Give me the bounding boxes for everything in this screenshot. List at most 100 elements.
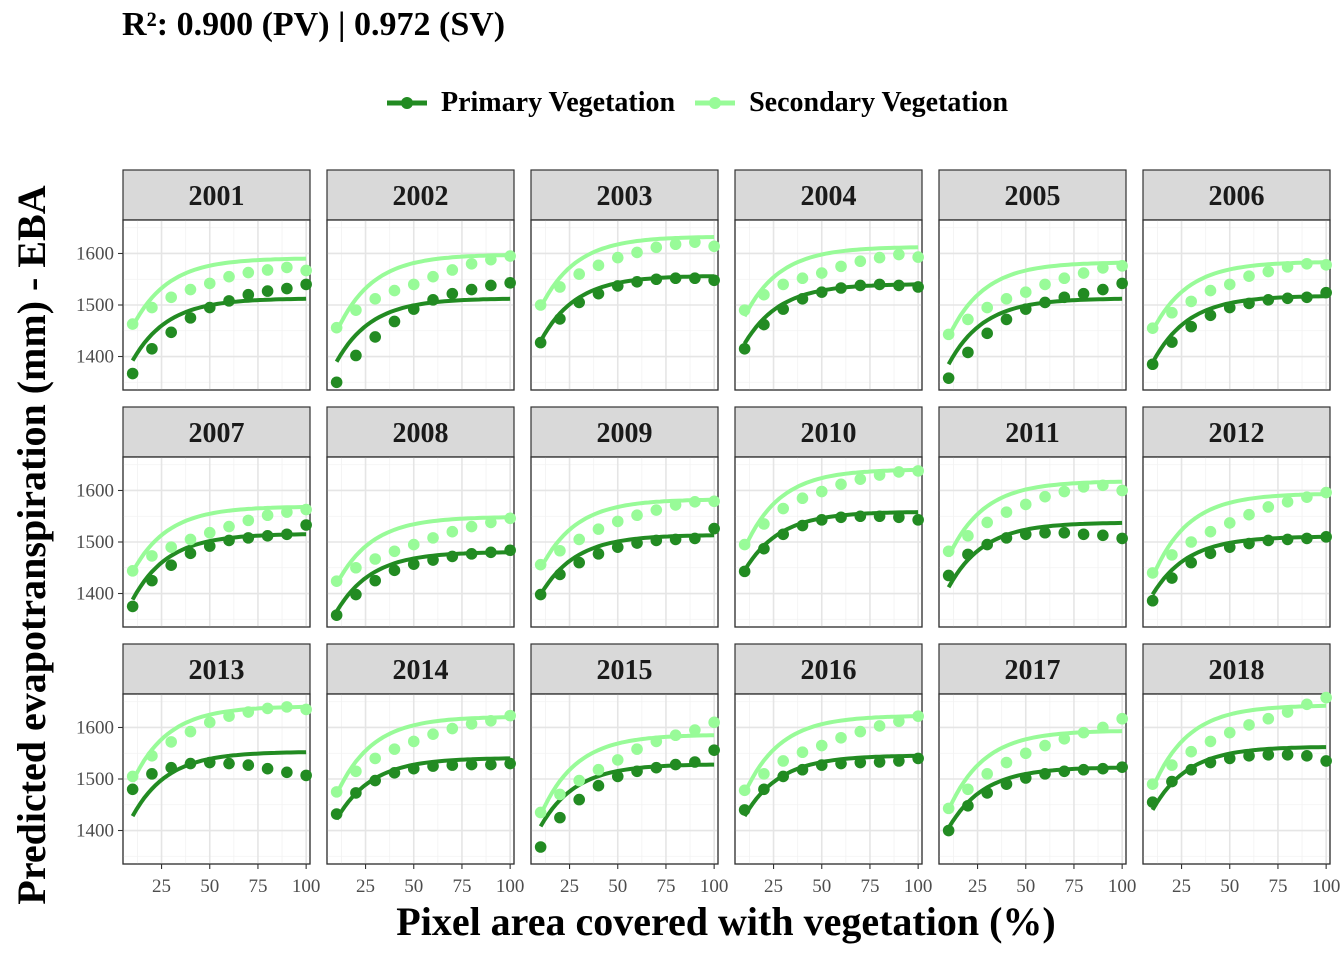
point-primary-2014 [446,759,459,771]
fit-line-primary-2016 [742,753,919,818]
x-tick-label: 50 [608,876,627,897]
point-secondary-2005 [962,313,974,326]
y-tick-label: 1500 [76,295,114,316]
point-primary-2005 [942,372,955,384]
point-primary-2013 [146,768,158,780]
fit-line-secondary-2005 [946,260,1123,338]
chart-title: R²: 0.900 (PV) | 0.972 (SV) [122,6,506,43]
point-secondary-2004 [893,248,905,261]
x-tick-label: 50 [812,876,831,897]
point-secondary-2011 [1019,498,1032,511]
point-primary-2011 [1097,529,1109,542]
strip-2017 [938,643,1127,695]
point-secondary-2005 [1097,262,1109,274]
point-secondary-2012 [1320,486,1332,499]
point-primary-2014 [369,774,381,787]
point-secondary-2001 [300,264,312,277]
x-tick-label: 100 [292,876,321,897]
point-primary-2014 [330,808,343,820]
point-primary-2009 [631,537,643,549]
point-primary-2005 [1077,287,1090,300]
point-secondary-2010 [893,466,905,478]
strip-2012 [1142,406,1331,458]
point-secondary-2017 [1039,739,1051,752]
point-primary-2003 [689,272,701,285]
point-primary-2017 [1097,762,1109,775]
point-primary-2001 [300,278,312,291]
point-secondary-2005 [1077,267,1090,279]
point-secondary-2018 [1204,735,1217,748]
point-secondary-2001 [203,277,216,290]
fit-line-secondary-2016 [742,714,919,795]
point-primary-2013 [300,769,312,782]
point-primary-2008 [485,546,497,559]
point-primary-2001 [242,288,255,301]
point-primary-2018 [1185,763,1197,776]
strip-2015 [530,643,719,695]
point-primary-2018 [1146,796,1159,808]
point-secondary-2017 [1058,733,1071,745]
point-primary-2013 [126,783,139,796]
point-primary-2016 [815,759,828,771]
point-primary-2002 [407,303,420,315]
point-primary-2010 [796,519,809,532]
point-secondary-2012 [1146,567,1159,579]
panel-2012: 2012 [1142,406,1332,628]
point-primary-2015 [534,841,547,853]
point-secondary-2016 [854,725,867,738]
point-primary-2017 [1058,765,1071,778]
point-primary-2007 [300,519,312,531]
point-primary-2011 [1077,528,1090,541]
point-secondary-2010 [796,492,809,505]
fit-line-primary-2010 [742,510,919,572]
point-secondary-2017 [1019,747,1032,760]
point-primary-2007 [223,534,235,547]
point-primary-2013 [261,762,274,775]
strip-2014 [326,643,515,695]
point-primary-2013 [165,761,177,774]
point-primary-2004 [796,293,809,305]
point-secondary-2012 [1301,491,1313,503]
fit-line-primary-2014 [334,756,511,821]
panel-2009: 2009 [530,406,720,628]
point-primary-2017 [962,799,974,812]
y-tick-label: 1500 [76,532,114,553]
point-secondary-2011 [962,530,974,542]
point-secondary-2018 [1262,712,1275,725]
point-primary-2018 [1243,750,1255,762]
point-primary-2018 [1281,748,1294,761]
point-secondary-2006 [1166,306,1178,319]
fit-line-primary-2015 [538,762,715,828]
point-primary-2007 [146,574,158,587]
point-secondary-2006 [1185,295,1197,308]
fit-line-secondary-2006 [1150,260,1327,332]
point-primary-2015 [669,758,682,771]
point-primary-2001 [165,326,177,339]
point-primary-2002 [388,315,401,328]
point-secondary-2014 [485,714,497,727]
point-primary-2011 [1000,532,1013,544]
y-tick-label: 1600 [76,243,114,264]
point-primary-2002 [504,277,516,289]
legend-label-secondary: Secondary Vegetation [749,87,1009,118]
point-secondary-2016 [873,720,886,732]
point-secondary-2007 [223,520,235,533]
fit-line-secondary-2004 [742,245,919,318]
point-secondary-2018 [1281,706,1294,718]
point-primary-2009 [554,568,566,581]
point-secondary-2015 [554,788,566,801]
point-primary-2010 [912,514,924,526]
point-secondary-2008 [446,525,459,538]
point-primary-2002 [369,331,381,343]
panel-border [734,219,923,391]
point-secondary-2014 [369,752,381,765]
legend-label-primary: Primary Vegetation [441,87,676,118]
strip-label-2018: 2018 [1209,655,1265,686]
strip-label-2006: 2006 [1209,181,1265,212]
point-secondary-2002 [446,264,459,276]
strip-2009 [530,406,719,458]
point-secondary-2016 [758,768,770,780]
panel-border [734,693,923,865]
point-primary-2013 [184,757,197,770]
point-primary-2007 [242,532,255,544]
